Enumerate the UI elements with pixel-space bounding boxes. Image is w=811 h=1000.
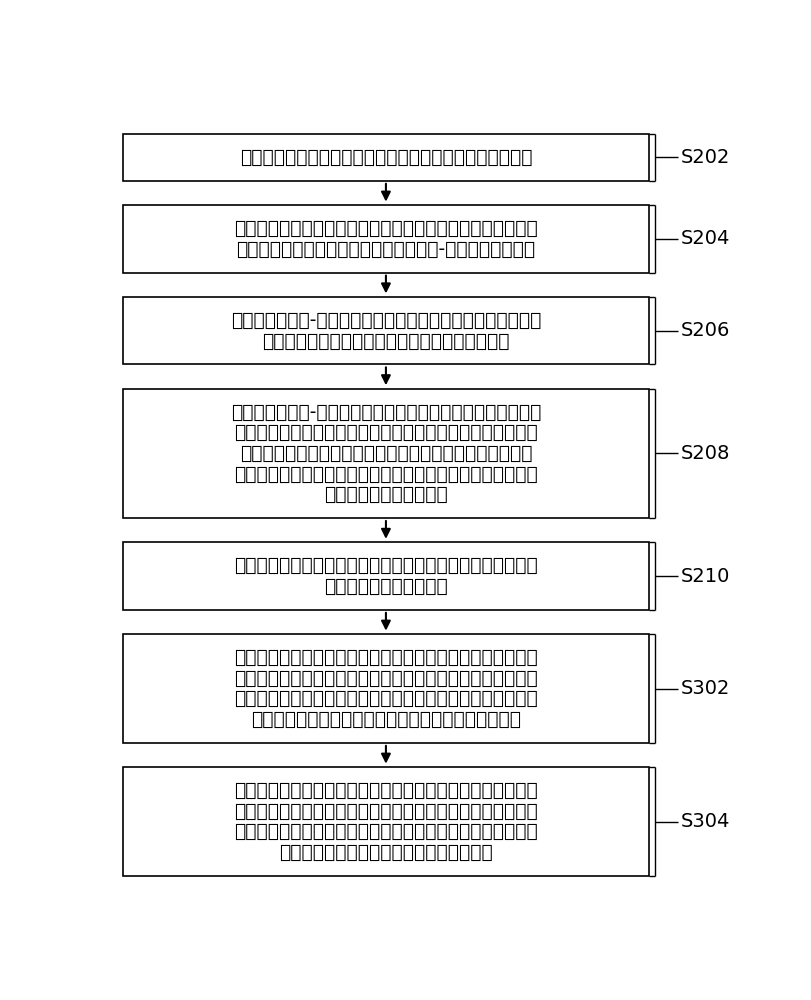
Text: 获取不同运行工况下各预设时刻的内部油流分布、油流死区区: 获取不同运行工况下各预设时刻的内部油流分布、油流死区区 [234, 648, 537, 667]
Text: 启不同进出油口时的各内部油流分布和不同油泵转速下的各内: 启不同进出油口时的各内部油流分布和不同油泵转速下的各内 [234, 423, 537, 442]
Bar [123, 297, 648, 364]
Text: 据各最优进出油口的位置得到最优进出油口定位数据库: 据各最优进出油口的位置得到最优进出油口定位数据库 [251, 710, 521, 729]
Text: 通过三维温度场-流场双向耦合模型，分别得到自冷变压器在开: 通过三维温度场-流场双向耦合模型，分别得到自冷变压器在开 [230, 403, 540, 422]
Text: S202: S202 [680, 148, 730, 167]
Text: 域以及最优进出油口，并根据各内部油流分布得到内部油流分: 域以及最优进出油口，并根据各内部油流分布得到内部油流分 [234, 669, 537, 688]
Bar [123, 205, 648, 273]
Bar [123, 542, 648, 610]
Text: S210: S210 [680, 567, 730, 586]
Text: 采用结构参数构建自冷变压器的三维几何模型，并根据三维几: 采用结构参数构建自冷变压器的三维几何模型，并根据三维几 [234, 219, 537, 238]
Text: S204: S204 [680, 229, 730, 248]
Bar [123, 767, 648, 876]
Text: 布数据库，根据各油流死区区域得到油流死区数据库，以及根: 布数据库，根据各油流死区区域得到油流死区数据库，以及根 [234, 689, 537, 708]
Text: S302: S302 [680, 679, 730, 698]
Text: 基于三维温度场-流场双向耦合模型，得到自冷变压器的内部油: 基于三维温度场-流场双向耦合模型，得到自冷变压器的内部油 [230, 311, 540, 330]
Bar [123, 634, 648, 743]
Text: 处理三维几何模型、内部油流分布数据库、油流死区数据库以: 处理三维几何模型、内部油流分布数据库、油流死区数据库以 [234, 781, 537, 800]
Text: 监控以指导自冷变压器的生产、维护及运行: 监控以指导自冷变压器的生产、维护及运行 [279, 843, 492, 862]
Text: 及最优进出油口定位数据库，输出三维内部油流数字孚生展示: 及最优进出油口定位数据库，输出三维内部油流数字孚生展示 [234, 802, 537, 821]
Text: 流分布，并根据内部油流分布，确定油流死区区域: 流分布，并根据内部油流分布，确定油流死区区域 [262, 332, 509, 351]
Text: 模型；三维内部油流数字孚生展示模型用于对自冷变压器进行: 模型；三维内部油流数字孚生展示模型用于对自冷变压器进行 [234, 822, 537, 841]
Text: S206: S206 [680, 321, 730, 340]
Text: S304: S304 [680, 812, 730, 831]
Text: 布、不同油泵转速下的各内部油流分布，以及油流死区区域的: 布、不同油泵转速下的各内部油流分布，以及油流死区区域的 [234, 465, 537, 484]
Text: 输出最优进出油口；最优进出油口用于指示自冷变压器采用最: 输出最优进出油口；最优进出油口用于指示自冷变压器采用最 [234, 556, 537, 575]
Text: 体积，确定最优进出油口: 体积，确定最优进出油口 [324, 485, 447, 504]
Bar [123, 389, 648, 518]
Text: 部油流分布，并基于在开启不同进出油口时的各内部油流分: 部油流分布，并基于在开启不同进出油口时的各内部油流分 [239, 444, 531, 463]
Bar [123, 134, 648, 181]
Text: 何模型和运行工况参数，确定三维温度场-流场双向耦合模型: 何模型和运行工况参数，确定三维温度场-流场双向耦合模型 [236, 240, 534, 259]
Text: S208: S208 [680, 444, 730, 463]
Text: 获取自冷变压器的结构参数以及自冷变压器的运行工况参数: 获取自冷变压器的结构参数以及自冷变压器的运行工况参数 [239, 148, 531, 167]
Text: 优进出油口进行油流散热: 优进出油口进行油流散热 [324, 577, 447, 596]
